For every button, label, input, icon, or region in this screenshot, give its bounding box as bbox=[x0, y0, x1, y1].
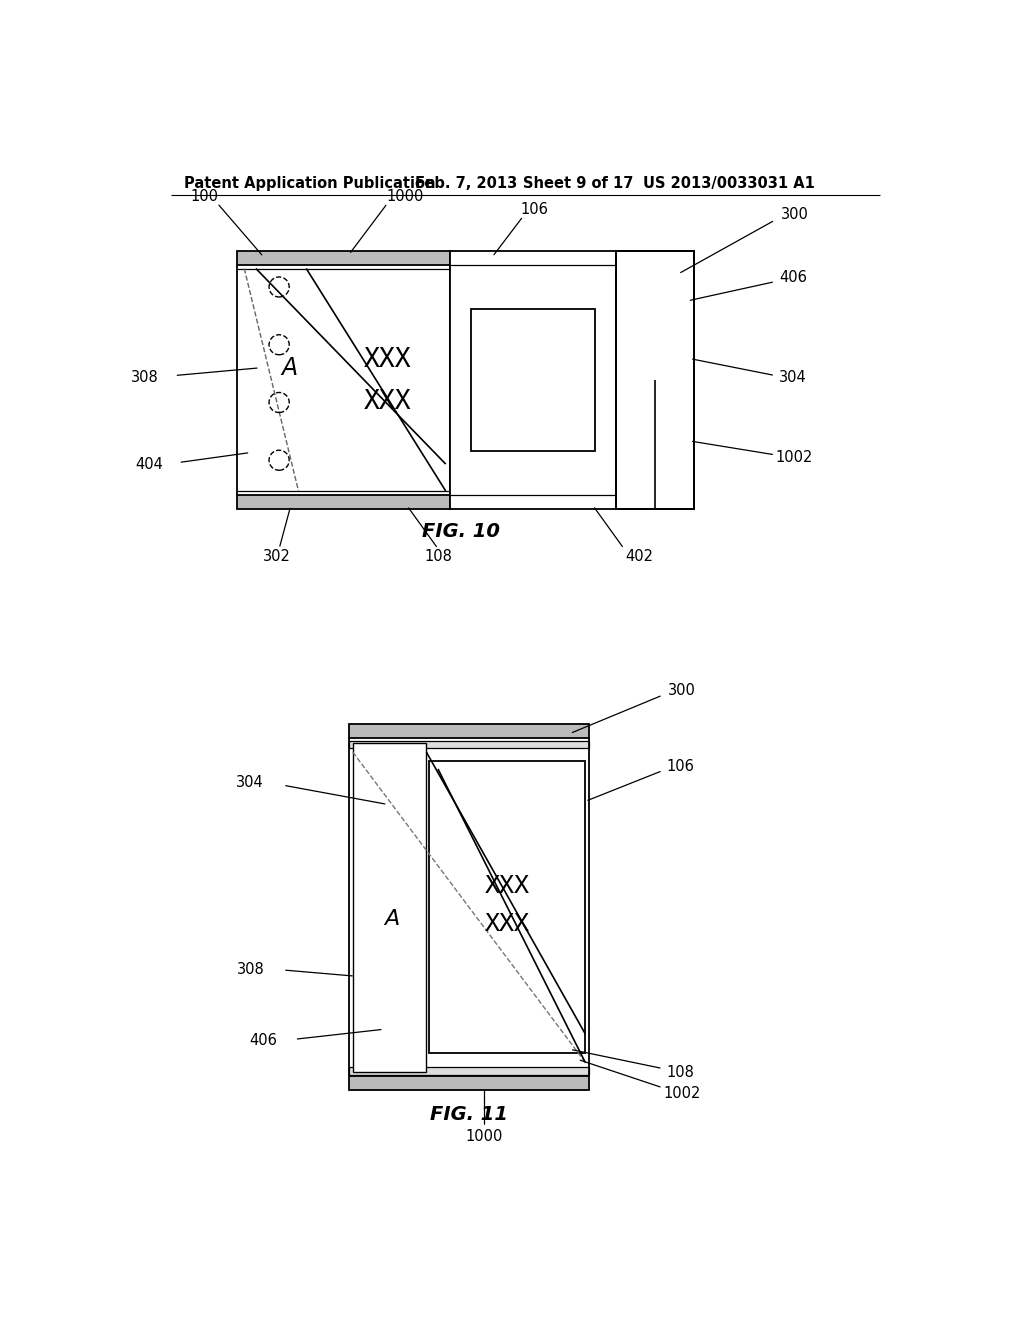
Bar bbox=[238, 265, 449, 494]
Text: A: A bbox=[384, 908, 399, 929]
Text: Patent Application Publication: Patent Application Publication bbox=[183, 176, 435, 190]
Text: XXX: XXX bbox=[364, 347, 412, 374]
Text: 106: 106 bbox=[667, 759, 694, 775]
Text: 300: 300 bbox=[669, 682, 696, 698]
Text: 302: 302 bbox=[263, 549, 291, 564]
Text: 402: 402 bbox=[626, 549, 653, 564]
Text: XXX: XXX bbox=[364, 389, 412, 416]
Text: 308: 308 bbox=[131, 370, 159, 384]
Text: 1000: 1000 bbox=[466, 1129, 503, 1144]
Bar bbox=[349, 1067, 589, 1074]
Text: 406: 406 bbox=[779, 271, 807, 285]
Text: 300: 300 bbox=[780, 207, 808, 222]
Bar bbox=[237, 495, 450, 508]
Bar bbox=[349, 739, 589, 1076]
Text: 100: 100 bbox=[189, 189, 218, 205]
Text: 308: 308 bbox=[238, 962, 265, 978]
Bar bbox=[349, 725, 589, 738]
Text: 406: 406 bbox=[249, 1034, 276, 1048]
Text: 404: 404 bbox=[135, 457, 163, 471]
Bar bbox=[429, 762, 586, 1053]
Text: FIG. 11: FIG. 11 bbox=[430, 1105, 508, 1125]
Text: Sheet 9 of 17: Sheet 9 of 17 bbox=[523, 176, 634, 190]
Bar bbox=[237, 251, 450, 264]
Bar bbox=[616, 251, 693, 508]
Text: XXX: XXX bbox=[484, 912, 529, 936]
Bar bbox=[450, 251, 616, 508]
Text: 1000: 1000 bbox=[386, 189, 423, 205]
Bar bbox=[349, 741, 589, 748]
Text: Feb. 7, 2013: Feb. 7, 2013 bbox=[415, 176, 517, 190]
Bar bbox=[352, 743, 426, 1072]
Text: A: A bbox=[282, 356, 297, 380]
Text: 1002: 1002 bbox=[664, 1085, 700, 1101]
Text: 108: 108 bbox=[667, 1065, 694, 1080]
Text: 106: 106 bbox=[521, 202, 549, 218]
Text: 1002: 1002 bbox=[776, 450, 813, 465]
Text: 304: 304 bbox=[779, 371, 807, 385]
Text: XXX: XXX bbox=[484, 874, 529, 898]
Bar bbox=[616, 251, 693, 508]
Text: FIG. 10: FIG. 10 bbox=[422, 523, 501, 541]
Text: 108: 108 bbox=[424, 549, 452, 564]
Text: 304: 304 bbox=[236, 775, 263, 791]
Bar bbox=[471, 309, 595, 451]
Text: US 2013/0033031 A1: US 2013/0033031 A1 bbox=[643, 176, 815, 190]
Bar bbox=[349, 1076, 589, 1090]
